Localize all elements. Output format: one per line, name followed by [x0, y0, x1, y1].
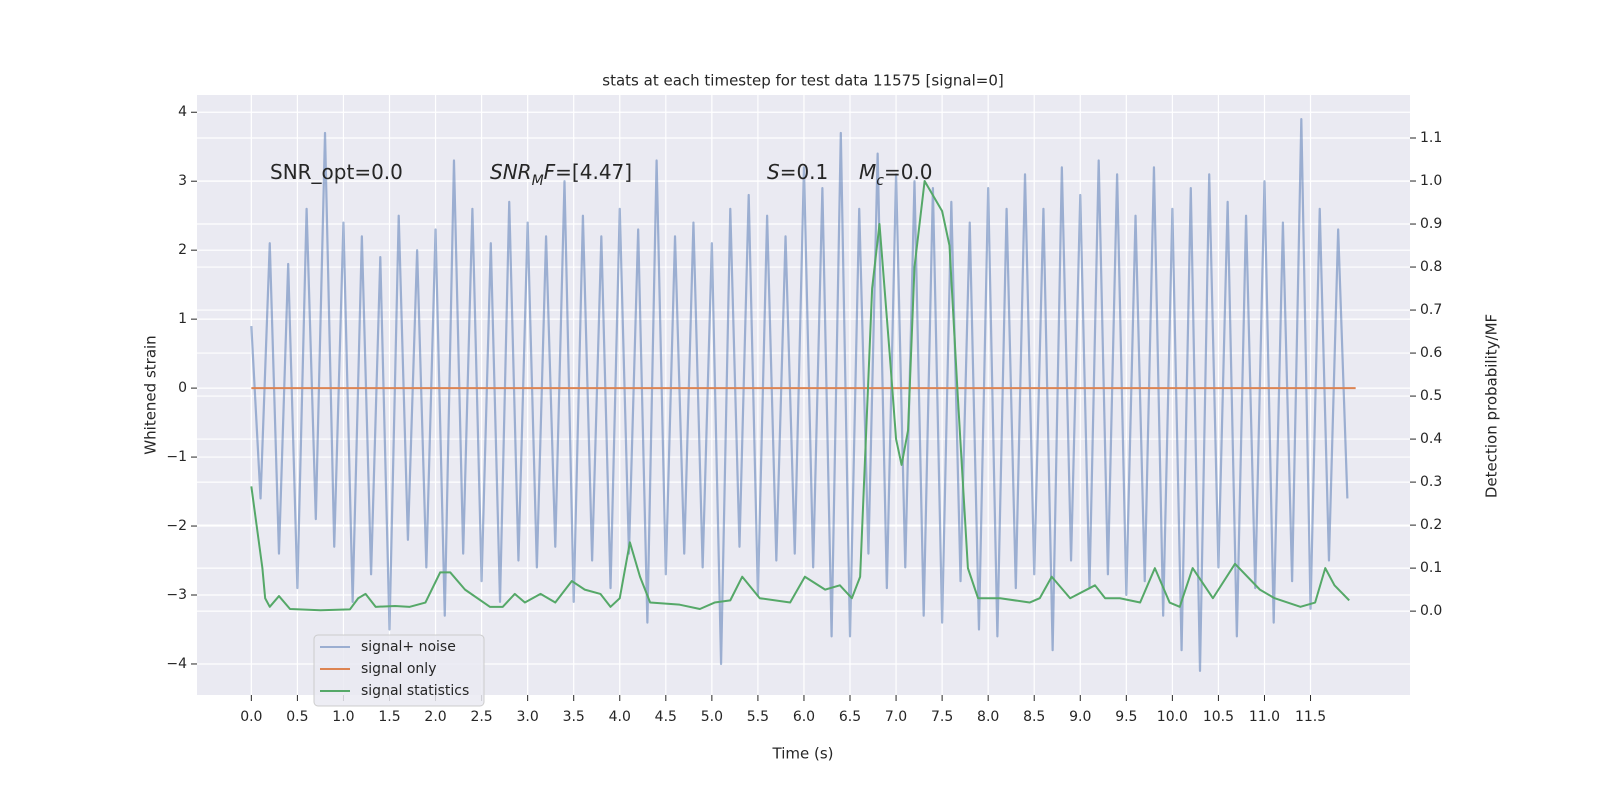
- annotation-part: F: [544, 160, 556, 184]
- annotation-part: S: [767, 160, 780, 184]
- y2-tick-label: 0.4: [1420, 431, 1442, 447]
- y-tick-label: −4: [166, 656, 187, 672]
- x-tick-label: 0.0: [240, 709, 262, 725]
- y2-tick-label: 0.1: [1420, 560, 1442, 576]
- x-tick-label: 10.0: [1157, 709, 1188, 725]
- annotation-part: =0.0: [884, 160, 933, 184]
- x-tick-label: 1.5: [378, 709, 400, 725]
- y2-axis-label: Detection probability/MF: [1483, 314, 1501, 498]
- x-tick-label: 4.0: [609, 709, 631, 725]
- legend-label: signal statistics: [361, 683, 469, 699]
- x-tick-label: 2.5: [470, 709, 492, 725]
- x-tick-label: 3.5: [563, 709, 585, 725]
- annotation-part: SNR: [490, 160, 532, 184]
- y2-tick-label: 0.2: [1420, 517, 1442, 533]
- y-tick-label: −1: [166, 449, 187, 465]
- x-tick-label: 9.5: [1115, 709, 1137, 725]
- annotation-part: M: [532, 173, 544, 189]
- x-tick-label: 10.5: [1203, 709, 1234, 725]
- legend-label: signal+ noise: [361, 639, 456, 655]
- annotation: S=0.1: [767, 160, 828, 184]
- y-axis-label: Whitened strain: [142, 335, 160, 454]
- y-tick-label: 3: [178, 173, 187, 189]
- annotation-part: =0.1: [780, 160, 829, 184]
- x-tick-label: 4.5: [655, 709, 677, 725]
- x-tick-label: 11.0: [1249, 709, 1280, 725]
- x-tick-label: 6.0: [793, 709, 815, 725]
- legend-label: signal only: [361, 661, 436, 677]
- y-tick-label: −2: [166, 518, 187, 534]
- y-tick-label: 2: [178, 242, 187, 258]
- legend-box: [313, 634, 485, 707]
- x-tick-label: 5.0: [701, 709, 723, 725]
- annotation-part: SNR_opt=0.0: [270, 160, 403, 184]
- y-tick-label: 0: [178, 380, 187, 396]
- x-tick-label: 7.0: [885, 709, 907, 725]
- x-tick-label: 8.0: [977, 709, 999, 725]
- y2-tick-label: 1.0: [1420, 173, 1442, 189]
- y2-tick-label: 0.9: [1420, 216, 1442, 232]
- x-tick-label: 3.0: [517, 709, 539, 725]
- y2-tick-label: 1.1: [1420, 130, 1442, 146]
- chart-title: stats at each timestep for test data 115…: [602, 72, 1003, 90]
- y2-tick-label: 0.6: [1420, 345, 1442, 361]
- annotation: SNR_opt=0.0: [270, 160, 403, 184]
- series-line: [250, 118, 1349, 672]
- y2-tick-label: 0.0: [1420, 603, 1442, 619]
- y-tick-label: 4: [178, 104, 187, 120]
- x-tick-label: 11.5: [1295, 709, 1326, 725]
- x-tick-label: 2.0: [424, 709, 446, 725]
- annotation-part: c: [876, 173, 884, 189]
- x-axis-label: Time (s): [772, 745, 834, 763]
- y-tick-label: −3: [166, 587, 187, 603]
- x-tick-label: 1.0: [332, 709, 354, 725]
- x-tick-label: 7.5: [931, 709, 953, 725]
- y2-tick-label: 0.8: [1420, 259, 1442, 275]
- x-tick-label: 9.0: [1069, 709, 1091, 725]
- annotation-part: =[4.47]: [555, 160, 632, 184]
- annotation-part: M: [859, 160, 876, 184]
- series-line: [250, 180, 1350, 612]
- x-tick-label: 0.5: [286, 709, 308, 725]
- annotation: Mc=0.0: [859, 160, 933, 190]
- x-tick-label: 8.5: [1023, 709, 1045, 725]
- y2-tick-label: 0.5: [1420, 388, 1442, 404]
- annotation: SNRMF=[4.47]: [490, 160, 632, 190]
- y-tick-label: 1: [178, 311, 187, 327]
- y2-tick-label: 0.7: [1420, 302, 1442, 318]
- x-tick-label: 6.5: [839, 709, 861, 725]
- x-tick-label: 5.5: [747, 709, 769, 725]
- y2-tick-label: 0.3: [1420, 474, 1442, 490]
